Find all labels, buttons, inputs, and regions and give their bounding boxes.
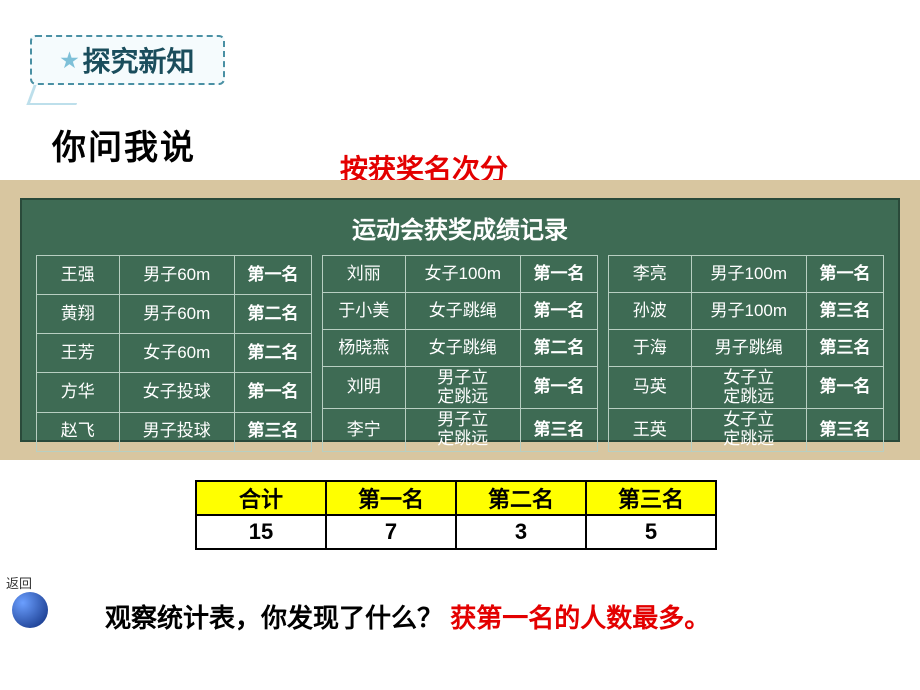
record-row: 于小美女子跳绳第一名 — [323, 293, 598, 330]
event-name: 男子立定跳远 — [405, 367, 521, 409]
student-name: 马英 — [609, 367, 692, 409]
rank: 第二名 — [235, 334, 312, 373]
event-name: 女子投球 — [119, 373, 235, 412]
badge-ribbon — [26, 85, 83, 105]
event-name: 女子跳绳 — [405, 293, 521, 330]
event-name: 男子跳绳 — [691, 330, 807, 367]
rank: 第一名 — [807, 367, 884, 409]
rank: 第一名 — [521, 293, 598, 330]
subtitle: 你问我说 — [52, 120, 196, 169]
summary-header: 第二名 — [456, 481, 586, 515]
explore-badge: 探究新知 — [30, 35, 225, 85]
board-title: 运动会获奖成绩记录 — [36, 210, 884, 245]
student-name: 李宁 — [323, 409, 406, 451]
event-name: 女子跳绳 — [405, 330, 521, 367]
rank: 第一名 — [521, 367, 598, 409]
student-name: 王强 — [37, 256, 120, 295]
student-name: 王芳 — [37, 334, 120, 373]
record-row: 李宁男子立定跳远第三名 — [323, 409, 598, 451]
records-container: 王强男子60m第一名黄翔男子60m第二名王芳女子60m第二名方华女子投球第一名赵… — [36, 255, 884, 452]
answer-text: 获第一名的人数最多。 — [450, 603, 710, 633]
rank: 第一名 — [235, 256, 312, 295]
event-name: 女子100m — [405, 256, 521, 293]
question-line: 观察统计表，你发现了什么？ 获第一名的人数最多。 — [105, 598, 710, 635]
rank: 第一名 — [235, 373, 312, 412]
summary-header: 合计 — [196, 481, 326, 515]
record-row: 王英女子立定跳远第三名 — [609, 409, 884, 451]
summary-value: 3 — [456, 515, 586, 549]
student-name: 刘丽 — [323, 256, 406, 293]
student-name: 王英 — [609, 409, 692, 451]
summary-value-row: 15 7 3 5 — [196, 515, 716, 549]
record-row: 刘丽女子100m第一名 — [323, 256, 598, 293]
record-row: 李亮男子100m第一名 — [609, 256, 884, 293]
student-name: 刘明 — [323, 367, 406, 409]
back-button[interactable] — [12, 592, 48, 628]
summary-header-row: 合计 第一名 第二名 第三名 — [196, 481, 716, 515]
event-name: 男子100m — [691, 256, 807, 293]
student-name: 黄翔 — [37, 295, 120, 334]
student-name: 方华 — [37, 373, 120, 412]
summary-value: 7 — [326, 515, 456, 549]
question-text: 观察统计表，你发现了什么？ — [105, 603, 443, 633]
student-name: 赵飞 — [37, 412, 120, 451]
rank: 第二名 — [235, 295, 312, 334]
record-row: 于海男子跳绳第三名 — [609, 330, 884, 367]
record-row: 赵飞男子投球第三名 — [37, 412, 312, 451]
event-name: 男子60m — [119, 295, 235, 334]
record-row: 孙波男子100m第三名 — [609, 293, 884, 330]
summary-value: 5 — [586, 515, 716, 549]
rank: 第三名 — [807, 330, 884, 367]
rank: 第三名 — [807, 409, 884, 451]
rank: 第二名 — [521, 330, 598, 367]
rank: 第三名 — [521, 409, 598, 451]
rank: 第三名 — [235, 412, 312, 451]
rank: 第一名 — [807, 256, 884, 293]
event-name: 女子立定跳远 — [691, 367, 807, 409]
records-section-1: 王强男子60m第一名黄翔男子60m第二名王芳女子60m第二名方华女子投球第一名赵… — [36, 255, 312, 452]
summary-value: 15 — [196, 515, 326, 549]
summary-header: 第一名 — [326, 481, 456, 515]
chalkboard-frame: 运动会获奖成绩记录 王强男子60m第一名黄翔男子60m第二名王芳女子60m第二名… — [0, 180, 920, 460]
event-name: 女子60m — [119, 334, 235, 373]
event-name: 男子立定跳远 — [405, 409, 521, 451]
records-section-3: 李亮男子100m第一名孙波男子100m第三名于海男子跳绳第三名马英女子立定跳远第… — [608, 255, 884, 452]
summary-table: 合计 第一名 第二名 第三名 15 7 3 5 — [195, 480, 717, 550]
rank: 第一名 — [521, 256, 598, 293]
event-name: 男子100m — [691, 293, 807, 330]
event-name: 男子投球 — [119, 412, 235, 451]
student-name: 杨晓燕 — [323, 330, 406, 367]
record-row: 黄翔男子60m第二名 — [37, 295, 312, 334]
record-row: 刘明男子立定跳远第一名 — [323, 367, 598, 409]
student-name: 李亮 — [609, 256, 692, 293]
back-label: 返回 — [6, 573, 32, 592]
student-name: 孙波 — [609, 293, 692, 330]
event-name: 男子60m — [119, 256, 235, 295]
event-name: 女子立定跳远 — [691, 409, 807, 451]
student-name: 于小美 — [323, 293, 406, 330]
record-row: 王芳女子60m第二名 — [37, 334, 312, 373]
record-row: 方华女子投球第一名 — [37, 373, 312, 412]
record-row: 王强男子60m第一名 — [37, 256, 312, 295]
student-name: 于海 — [609, 330, 692, 367]
summary-header: 第三名 — [586, 481, 716, 515]
chalkboard: 运动会获奖成绩记录 王强男子60m第一名黄翔男子60m第二名王芳女子60m第二名… — [20, 198, 900, 442]
record-row: 马英女子立定跳远第一名 — [609, 367, 884, 409]
record-row: 杨晓燕女子跳绳第二名 — [323, 330, 598, 367]
badge-text: 探究新知 — [82, 40, 194, 80]
records-section-2: 刘丽女子100m第一名于小美女子跳绳第一名杨晓燕女子跳绳第二名刘明男子立定跳远第… — [322, 255, 598, 452]
rank: 第三名 — [807, 293, 884, 330]
